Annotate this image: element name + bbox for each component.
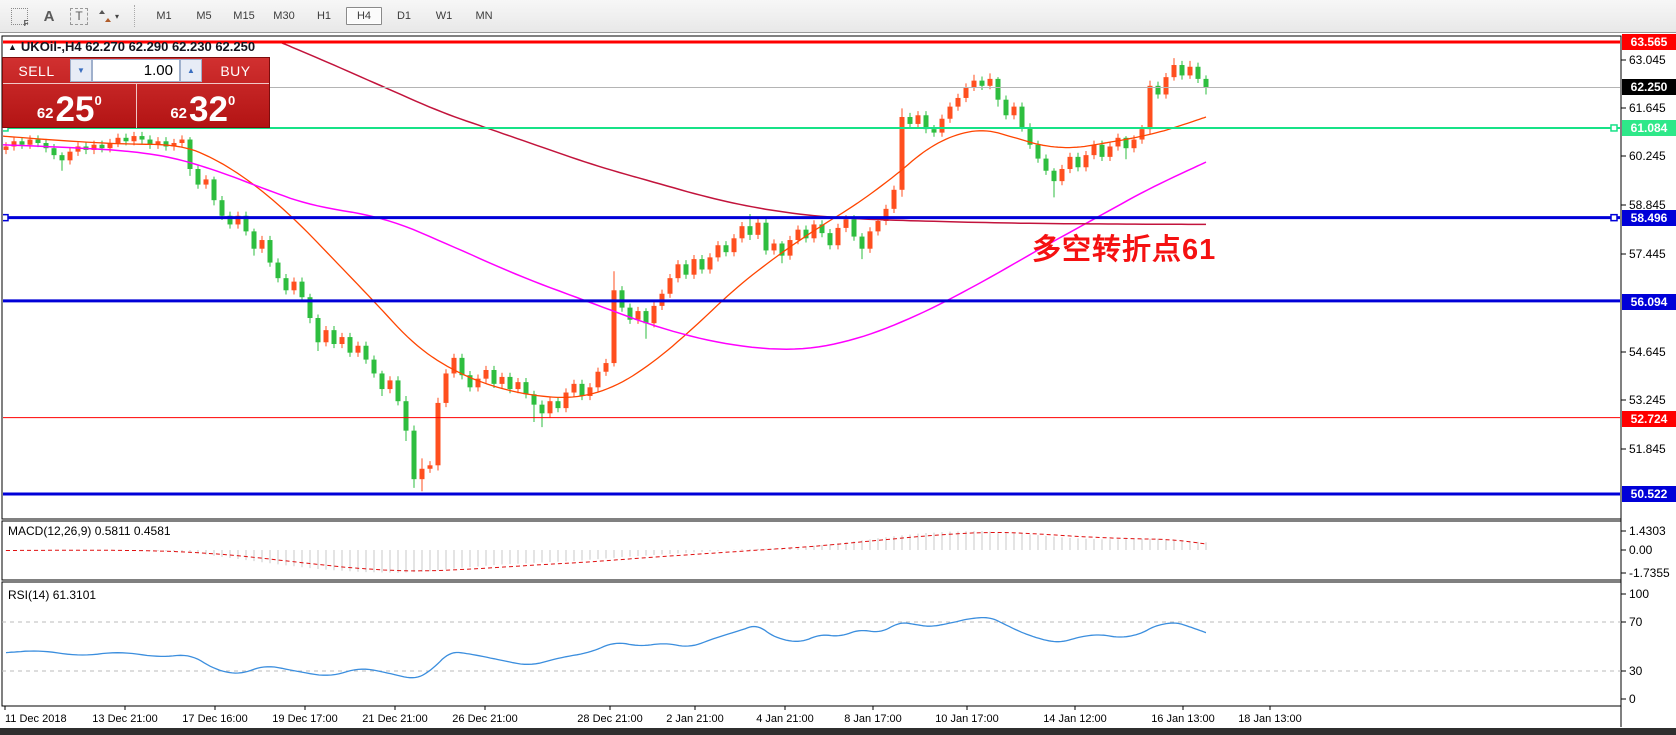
toolbar-separator — [134, 5, 136, 27]
timeframe-h4[interactable]: H4 — [346, 7, 382, 25]
ma-fast-line — [3, 116, 1207, 399]
macd-axis-label: 0.00 — [1629, 543, 1653, 557]
ma-mid-line — [3, 144, 1207, 350]
price-axis-label: 58.845 — [1629, 198, 1666, 212]
time-axis-label: 26 Dec 21:00 — [452, 713, 518, 725]
time-axis-label: 18 Jan 13:00 — [1238, 713, 1302, 725]
sell-price-sup: 0 — [94, 93, 102, 108]
line-handle[interactable] — [1610, 213, 1618, 222]
chart-text-annotation[interactable]: 多空转折点61 — [1032, 234, 1217, 266]
window-bottom-edge — [0, 728, 1676, 735]
macd-axis-label: -1.7355 — [1629, 566, 1670, 580]
buy-button[interactable]: BUY — [220, 62, 251, 79]
price-axis-label: 54.645 — [1629, 345, 1666, 359]
rsi-indicator-label: RSI(14) 61.3101 — [8, 588, 97, 602]
time-axis-label: 21 Dec 21:00 — [362, 713, 428, 725]
volume-input[interactable]: 1.00 — [92, 59, 180, 82]
chart-title: ▲ UKOil-,H4 62.270 62.290 62.230 62.250 — [8, 39, 255, 54]
sell-price-prefix: 62 — [36, 105, 54, 122]
rsi-axis-label: 70 — [1629, 615, 1643, 629]
buy-price-big: 32 — [189, 89, 228, 129]
candlestick-series — [3, 58, 1209, 492]
price-axis-label: 51.845 — [1629, 442, 1666, 456]
time-axis-label: 4 Jan 21:00 — [756, 713, 814, 725]
rsi-axis-label: 0 — [1629, 692, 1636, 706]
price-axis-label: 57.445 — [1629, 247, 1666, 261]
price-axis-label: 63.045 — [1629, 53, 1666, 67]
timeframe-m5[interactable]: M5 — [196, 10, 212, 22]
time-axis-label: 28 Dec 21:00 — [577, 713, 643, 725]
arrow-objects-icon[interactable]: ▾ — [97, 5, 121, 27]
volume-decrease-button[interactable]: ▼ — [70, 59, 92, 82]
time-axis-label: 19 Dec 17:00 — [272, 713, 338, 725]
expert-grid-icon[interactable]: F — [7, 5, 31, 28]
timeframe-w1[interactable]: W1 — [435, 10, 453, 22]
volume-increase-button[interactable]: ▲ — [180, 59, 202, 82]
price-axis-label: 53.245 — [1629, 393, 1666, 407]
price-axis-label: 61.645 — [1629, 101, 1666, 115]
timeframe-m1[interactable]: M1 — [156, 10, 172, 22]
chart-window[interactable]: ▲ UKOil-,H4 62.270 62.290 62.230 62.250 S… — [0, 34, 1676, 735]
time-axis-label: 2 Jan 21:00 — [666, 713, 724, 725]
time-axis-label: 8 Jan 17:00 — [844, 713, 902, 725]
price-axis-badge: 58.496 — [1622, 210, 1676, 226]
one-click-trading-panel: SELL ▼ 1.00 ▲ BUY 62 25 0 62 32 0 — [2, 57, 270, 128]
timeframe-m30[interactable]: M30 — [273, 10, 295, 22]
timeframe-d1[interactable]: D1 — [396, 10, 412, 22]
timeframe-group: M1 M5 M15 M30 H1 H4 D1 W1 MN — [144, 7, 504, 25]
price-axis-badge: 61.084 — [1622, 120, 1676, 136]
price-axis-label: 60.245 — [1629, 149, 1666, 163]
line-handle[interactable] — [2, 213, 9, 222]
line-handle[interactable] — [1610, 124, 1618, 132]
arrow-objects-glyph — [98, 10, 111, 22]
price-axis-badge: 56.094 — [1622, 294, 1676, 310]
buy-price-prefix: 62 — [170, 105, 187, 122]
time-axis-label: 14 Jan 12:00 — [1043, 713, 1107, 725]
price-axis-badge: 62.250 — [1622, 79, 1676, 95]
price-axis-badge: 50.522 — [1622, 486, 1676, 502]
rsi-axis-label: 30 — [1629, 664, 1643, 678]
sell-price[interactable]: 62 25 0 — [3, 84, 136, 128]
sell-button[interactable]: SELL — [18, 62, 55, 79]
buy-price[interactable]: 62 32 0 — [135, 84, 270, 129]
time-axis-label: 13 Dec 21:00 — [92, 713, 158, 725]
text-label-icon[interactable]: A — [43, 7, 55, 25]
ma-slow-line — [280, 41, 1206, 226]
macd-signal-line — [6, 532, 1207, 572]
macd-pane[interactable] — [5, 531, 1207, 573]
time-axis-label: 17 Dec 16:00 — [182, 713, 248, 725]
buy-price-sup: 0 — [227, 93, 236, 108]
timeframe-h1[interactable]: H1 — [316, 10, 332, 22]
price-axis-badge: 52.724 — [1622, 411, 1676, 427]
chart-canvas[interactable] — [0, 34, 1676, 735]
sell-price-big: 25 — [55, 89, 95, 129]
time-axis-label: 16 Jan 13:00 — [1151, 713, 1215, 725]
dropdown-caret-icon[interactable]: ▾ — [114, 11, 119, 21]
time-axis-label: 11 Dec 2018 — [5, 713, 67, 725]
rsi-line — [6, 616, 1207, 679]
rsi-pane[interactable] — [2, 616, 1621, 679]
chart-title-text: UKOil-,H4 62.270 62.290 62.230 62.250 — [20, 39, 256, 54]
text-box-glyph: T — [70, 7, 88, 25]
main-price-pane[interactable] — [2, 40, 1621, 496]
timeframe-mn[interactable]: MN — [475, 10, 493, 22]
timeframe-m15[interactable]: M15 — [233, 10, 255, 22]
time-axis-label: 10 Jan 17:00 — [935, 713, 999, 725]
rsi-axis-label: 100 — [1629, 587, 1650, 601]
macd-axis-label: 1.4303 — [1629, 524, 1666, 538]
toolbar: F A T ▾ M1 M5 M15 M30 H1 H4 D1 W1 MN — [0, 0, 1676, 33]
macd-indicator-label: MACD(12,26,9) 0.5811 0.4581 — [8, 524, 171, 538]
collapse-triangle-icon[interactable]: ▲ — [8, 42, 17, 52]
price-axis-badge: 63.565 — [1622, 34, 1676, 50]
text-box-icon[interactable]: T — [67, 5, 91, 27]
